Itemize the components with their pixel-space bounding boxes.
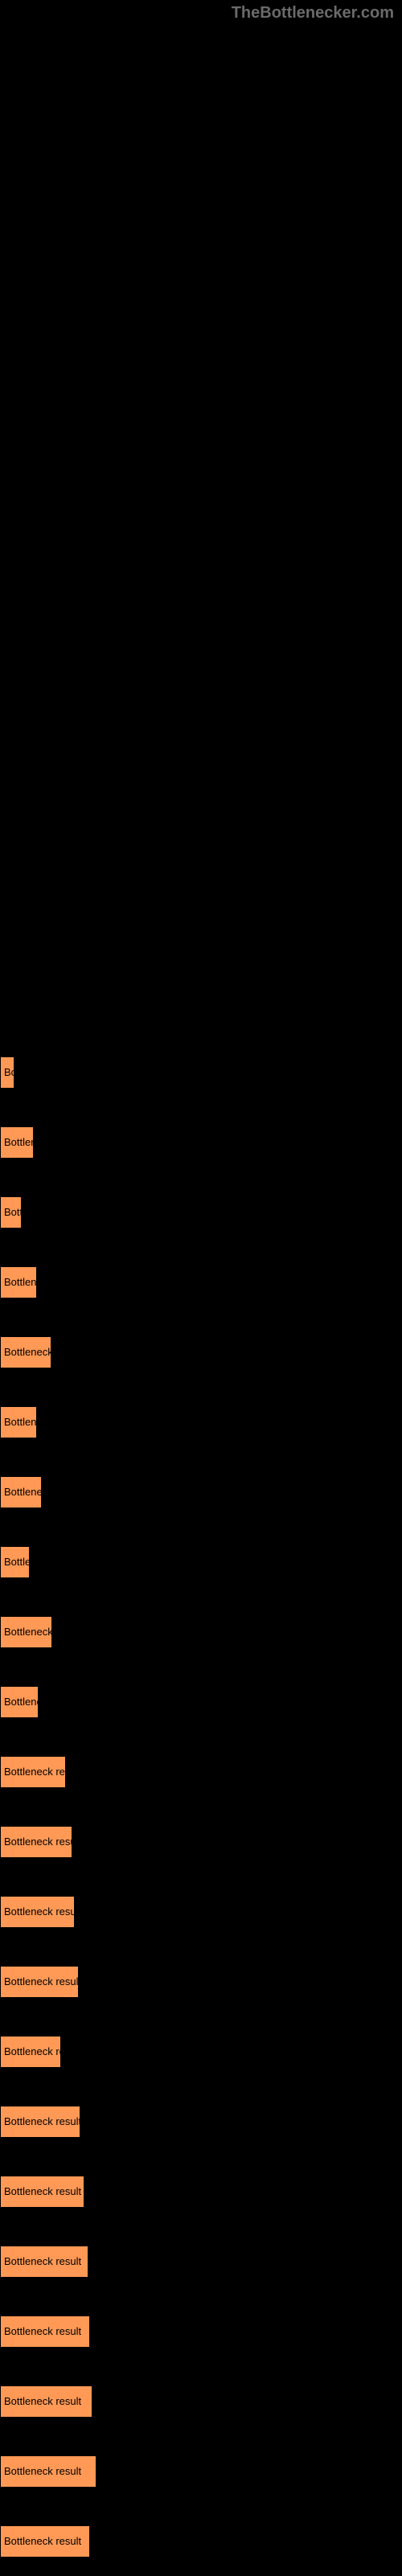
bar-row: Bottlene xyxy=(0,1107,402,1177)
bar-row: Bottleneck result xyxy=(0,1877,402,1946)
bar: Bottlenec xyxy=(0,1406,37,1438)
bar-row: Bo xyxy=(0,1037,402,1107)
bar-row: Bottleneck resu xyxy=(0,2016,402,2086)
bar-row: Bottleneck xyxy=(0,1457,402,1527)
bar: Bottlene xyxy=(0,1126,34,1159)
bar: Bottleneck result xyxy=(0,1756,66,1788)
bar: Bottleneck result xyxy=(0,1896,75,1928)
bar-row: Bottlenec xyxy=(0,1247,402,1317)
bar-row: Bottleneck result xyxy=(0,2226,402,2296)
bar: Bo xyxy=(0,1056,14,1089)
bar-row: Bottleneck result xyxy=(0,2156,402,2226)
bar-row: Bottlenec xyxy=(0,1667,402,1737)
bar: Bottleneck result xyxy=(0,2106,80,2138)
bar-row: Bottleneck result xyxy=(0,2366,402,2436)
bar-row: Bottleneck result xyxy=(0,2506,402,2576)
bar-row: Bottleneck result xyxy=(0,1946,402,2016)
bar-chart: Bo Bottlene Bott Bottlenec Bottleneck re Bott… xyxy=(0,0,402,2576)
bar-row: Bottleneck result xyxy=(0,1807,402,1877)
bar: Bottlenec xyxy=(0,1266,37,1298)
bar: Bottleneck resu xyxy=(0,2036,61,2068)
bar-row: Bottleneck re xyxy=(0,1597,402,1667)
bar: Bottleneck result xyxy=(0,1826,72,1858)
bar: Bottleneck re xyxy=(0,1616,52,1648)
bar-row: Bottleneck result xyxy=(0,2436,402,2506)
bar: Bottlen xyxy=(0,1546,30,1578)
bar-row: Bottleneck result xyxy=(0,1737,402,1807)
bar-row: Bottleneck result xyxy=(0,2296,402,2366)
bar-row: Bottlen xyxy=(0,1527,402,1597)
bar: Bott xyxy=(0,1196,22,1229)
bar: Bottleneck result xyxy=(0,2385,92,2418)
bar: Bottleneck result xyxy=(0,2525,90,2558)
bar: Bottleneck result xyxy=(0,2316,90,2348)
bar-row: Bottleneck re xyxy=(0,1317,402,1387)
bar-row: Bottlenec xyxy=(0,1387,402,1457)
bar: Bottleneck result xyxy=(0,2455,96,2488)
bar: Bottleneck result xyxy=(0,2176,84,2208)
bar: Bottleneck xyxy=(0,1476,42,1508)
bar: Bottleneck result xyxy=(0,2246,88,2278)
bar-row: Bottleneck result xyxy=(0,2086,402,2156)
bar-row: Bott xyxy=(0,1177,402,1247)
bar: Bottleneck re xyxy=(0,1336,51,1368)
bar: Bottleneck result xyxy=(0,1966,79,1998)
bar: Bottlenec xyxy=(0,1686,39,1718)
